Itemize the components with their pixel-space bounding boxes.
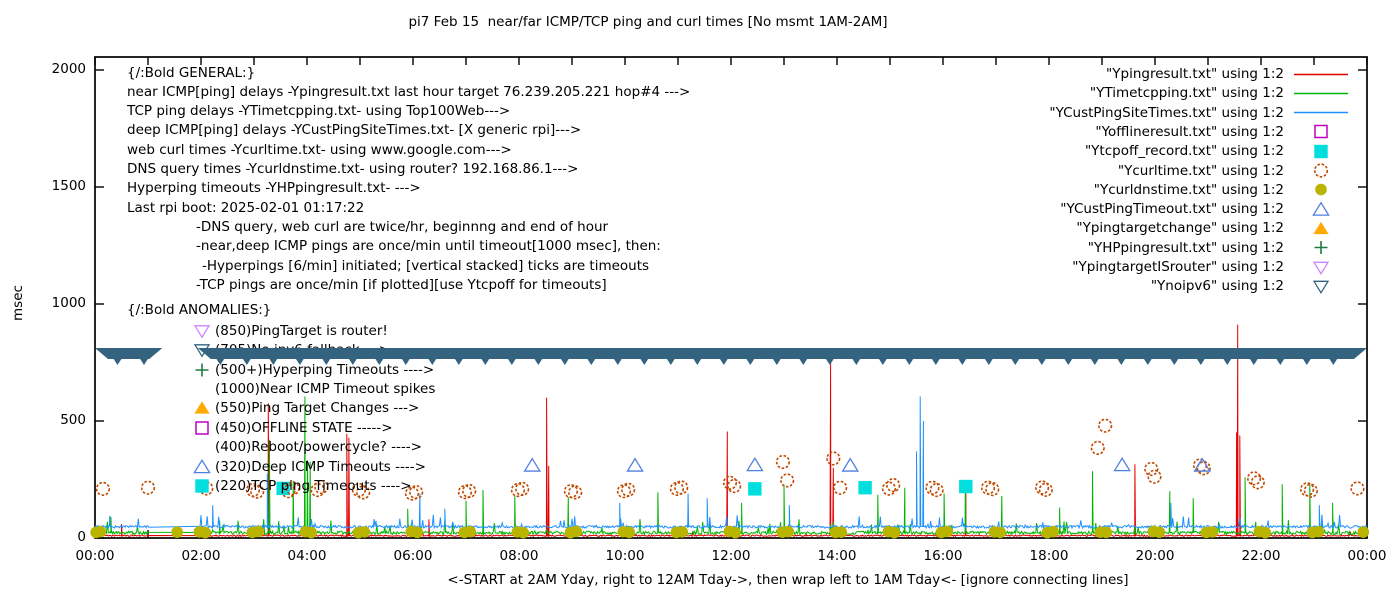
x-tick-label: 14:00 [817, 548, 857, 564]
general-note-line: TCP ping delays -YTimetcpping.txt- using… [127, 103, 511, 120]
y-axis-label: msec [10, 285, 26, 321]
legend-label: "YTimetcpping.txt" using 1:2 [1089, 85, 1284, 102]
legend-sample-cyan-square-icon [1292, 143, 1350, 160]
legend-row: "Ytcpoff_record.txt" using 1:2 [940, 142, 1350, 161]
x-tick-label: 16:00 [923, 548, 963, 564]
anomaly-label: (850)PingTarget is router! [215, 323, 388, 339]
cyan-square-icon [193, 477, 211, 495]
anomaly-row: (220)TCP ping Timeouts ----> [193, 476, 412, 495]
x-tick-label: 00:00 [75, 548, 115, 564]
anomaly-row: (705)No ipv6 fallback ---> [193, 341, 390, 360]
x-tick-label: 06:00 [393, 548, 433, 564]
anomaly-row: (320)Deep ICMP Timeouts ----> [193, 457, 426, 476]
legend-label: "Ytcpoff_record.txt" using 1:2 [1084, 143, 1284, 160]
legend-sample-steel-down-triangle-icon [1292, 278, 1350, 295]
anomaly-label: (400)Reboot/powercycle? ----> [215, 439, 422, 456]
no-marker [193, 438, 211, 456]
general-note-line: -Hyperpings [6/min] initiated; [vertical… [202, 257, 650, 274]
legend-label: "Ycurltime.txt" using 1:2 [1117, 162, 1284, 179]
x-tick-label: 18:00 [1029, 548, 1069, 564]
legend-label: "Ynoipv6" using 1:2 [1150, 278, 1284, 295]
legend-sample-blue-line [1292, 104, 1350, 121]
steel-down-triangle-icon [193, 341, 211, 359]
anomaly-label: (550)Ping Target Changes ---> [215, 400, 420, 417]
legend-row: "YCustPingSiteTimes.txt" using 1:2 [940, 103, 1350, 122]
orange-triangle-icon [193, 399, 211, 417]
general-note-line: -TCP pings are once/min [if plotted][use… [196, 276, 607, 293]
general-note-line: Last rpi boot: 2025-02-01 01:17:22 [127, 199, 365, 216]
anomaly-row: (1000)Near ICMP Timeout spikes [193, 380, 435, 399]
blue-up-triangle-icon [193, 458, 211, 476]
y-tick-label: 500 [60, 412, 86, 428]
legend-row: "YpingtargetISrouter" using 1:2 [940, 258, 1350, 277]
anomalies-title: {/:Bold ANOMALIES:} [127, 302, 272, 318]
legend-label: "YHPpingresult.txt" using 1:2 [1087, 239, 1284, 256]
general-note-line: {/:Bold GENERAL:} [127, 64, 256, 81]
legend-label: "YpingtargetISrouter" using 1:2 [1072, 259, 1284, 275]
x-tick-label: 08:00 [499, 548, 539, 564]
x-tick-label: 10:00 [605, 548, 645, 564]
legend-sample-up-triangle-icon [1292, 201, 1350, 218]
legend-label: "Ypingtargetchange" using 1:2 [1076, 220, 1284, 237]
anomaly-label: (500+)Hyperping Timeouts ----> [215, 361, 435, 378]
general-note-line: web curl times -Ycurltime.txt- using www… [127, 141, 512, 158]
green-plus-icon [193, 361, 211, 379]
legend-sample-plus-icon [1292, 239, 1350, 256]
general-note-line: DNS query times -Ycurldnstime.txt- using… [127, 161, 579, 177]
anomaly-row: (500+)Hyperping Timeouts ----> [193, 360, 434, 379]
legend-sample-open-square-icon [1292, 123, 1350, 140]
x-tick-label: 22:00 [1241, 548, 1281, 564]
general-note-line: near ICMP[ping] delays -Ypingresult.txt … [127, 83, 691, 100]
legend-row: "Ypingresult.txt" using 1:2 [940, 65, 1350, 84]
general-note-line: -near,deep ICMP pings are once/min until… [196, 238, 661, 255]
chart-title: pi7 Feb 15 near/far ICMP/TCP ping and cu… [408, 14, 888, 30]
y-tick-label: 2000 [51, 61, 86, 77]
legend-label: "Ypingresult.txt" using 1:2 [1106, 66, 1284, 82]
no-marker [193, 380, 211, 398]
anomaly-label: (1000)Near ICMP Timeout spikes [215, 381, 436, 398]
legend-row: "Ycurltime.txt" using 1:2 [940, 161, 1350, 180]
anomaly-label: (220)TCP ping Timeouts ----> [215, 477, 412, 494]
legend-sample-orange-triangle-icon [1292, 220, 1350, 237]
magenta-square-icon [193, 419, 211, 437]
y-tick-label: 0 [77, 529, 86, 545]
general-note-line: deep ICMP[ping] delays -YCustPingSiteTim… [127, 122, 582, 139]
legend-sample-green-line [1292, 85, 1350, 102]
legend-label: "YCustPingTimeout.txt" using 1:2 [1060, 201, 1284, 218]
y-tick-label: 1500 [51, 178, 86, 194]
x-tick-label: 04:00 [287, 548, 327, 564]
legend-row: "Ynoipv6" using 1:2 [940, 277, 1350, 296]
anomaly-row: (450)OFFLINE STATE -----> [193, 418, 393, 437]
legend-label: "YCustPingSiteTimes.txt" using 1:2 [1049, 104, 1284, 121]
legend-row: "YHPpingresult.txt" using 1:2 [940, 238, 1350, 257]
legend-row: "YCustPingTimeout.txt" using 1:2 [940, 200, 1350, 219]
anomaly-row: (850)PingTarget is router! [193, 322, 388, 341]
general-note-line: Hyperping timeouts -YHPpingresult.txt- -… [127, 180, 421, 197]
y-tick-label: 1000 [51, 295, 86, 311]
legend-sample-red-line [1292, 66, 1350, 83]
general-note-line: -DNS query, web curl are twice/hr, begin… [196, 218, 609, 235]
x-tick-label: 02:00 [181, 548, 221, 564]
legend-row: "YTimetcpping.txt" using 1:2 [940, 84, 1350, 103]
x-axis-label: <-START at 2AM Yday, right to 12AM Tday-… [447, 572, 1129, 588]
anomaly-label: (450)OFFLINE STATE -----> [215, 419, 393, 436]
x-tick-label: 12:00 [711, 548, 751, 564]
legend-row: "Ypingtargetchange" using 1:2 [940, 219, 1350, 238]
legend-sample-violet-down-triangle-icon [1292, 259, 1350, 276]
legend-row: "Yofflineresult.txt" using 1:2 [940, 122, 1350, 141]
anomaly-row: (400)Reboot/powercycle? ----> [193, 438, 422, 457]
anomaly-row: (550)Ping Target Changes ---> [193, 399, 419, 418]
legend-label: "Ycurldnstime.txt" using 1:2 [1093, 181, 1284, 198]
x-tick-label: 00:00 [1347, 548, 1387, 564]
anomaly-label: (705)No ipv6 fallback ---> [215, 342, 390, 359]
anomaly-label: (320)Deep ICMP Timeouts ----> [215, 458, 426, 475]
x-tick-label: 20:00 [1135, 548, 1175, 564]
legend-label: "Yofflineresult.txt" using 1:2 [1095, 123, 1284, 140]
legend-sample-olive-circle-icon [1292, 181, 1350, 198]
legend-sample-open-circle-icon [1292, 162, 1350, 179]
legend-row: "Ycurldnstime.txt" using 1:2 [940, 180, 1350, 199]
violet-down-triangle-icon [193, 322, 211, 340]
